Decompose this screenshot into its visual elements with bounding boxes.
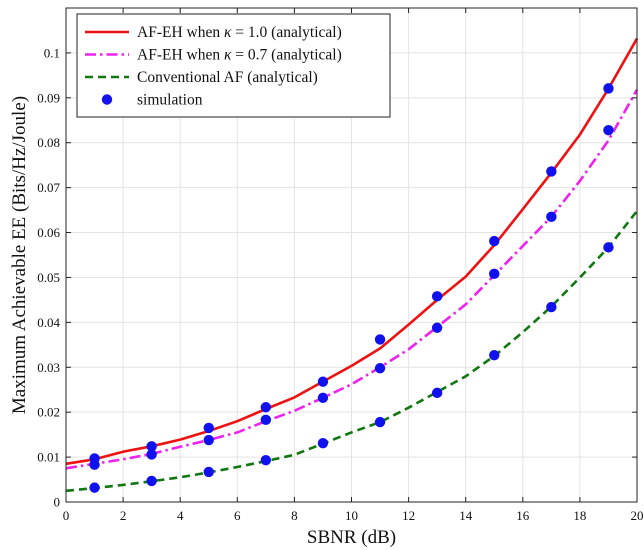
simulation-point [374,416,386,428]
y-tick-label: 0.07 [37,180,60,195]
x-tick-label: 0 [63,508,70,523]
simulation-point [260,414,272,426]
legend-label: simulation [137,92,203,109]
simulation-point [489,268,500,280]
x-tick-label: 2 [120,508,127,523]
x-tick-label: 20 [631,508,644,523]
simulation-point [603,124,614,136]
x-tick-label: 16 [516,508,530,523]
legend: AF-EH when κ = 1.0 (analytical) AF-EH wh… [76,13,391,118]
y-axis-label: Maximum Achievable EE (Bits/Hz/Joule) [9,96,30,414]
y-tick-label: 0.09 [37,90,60,105]
simulation-point [89,459,100,470]
simulation-point [317,376,329,387]
simulation-point [146,449,157,460]
legend-label-text: AF-EH when [137,47,224,64]
simulation-point [603,242,614,253]
x-tick-label: 18 [573,508,586,523]
legend-entry-conventional-af: Conventional AF (analytical) [85,69,318,86]
simulation-point [431,291,443,302]
x-tick-label: 14 [459,508,473,523]
simulation-point [489,349,500,361]
simulation-point [546,166,557,177]
x-tick-label: 6 [234,508,241,523]
x-tick-label: 4 [177,508,184,523]
legend-label-text: simulation [137,92,203,109]
legend-kappa-symbol: κ [224,47,232,64]
legend-label: AF-EH when κ = 1.0 (analytical) [137,24,342,41]
simulation-point [203,466,214,478]
legend-label-text: AF-EH when [137,24,224,41]
simulation-point [146,441,157,452]
y-tick-label: 0.05 [37,270,60,285]
series-line-2 [65,89,639,470]
simulation-point [431,322,443,333]
simulation-markers [89,83,614,493]
legend-label: Conventional AF (analytical) [137,69,318,86]
y-tick-label: 0.08 [37,135,60,150]
x-tick-label: 12 [402,508,415,523]
y-tick-label: 0.02 [37,405,60,420]
simulation-point [203,422,214,434]
simulation-point [374,362,386,374]
y-tick-label: 0.04 [37,315,60,330]
simulation-point [146,475,157,487]
simulation-point [431,387,443,399]
y-tick-label: 0.01 [37,450,60,465]
simulation-point [603,83,614,94]
simulation-point [489,235,500,247]
y-tick-label: 0.1 [44,45,60,60]
y-tick-label: 0.03 [37,360,60,375]
x-axis-label: SBNR (dB) [307,527,396,548]
simulation-point [317,437,329,449]
simulation-point [89,482,100,493]
simulation-point [260,402,272,413]
series-line-1 [65,37,639,466]
simulation-point [546,211,557,223]
legend-entry-kappa-1: AF-EH when κ = 1.0 (analytical) [85,24,342,41]
legend-kappa-symbol: κ [224,24,232,41]
y-tick-label: 0.06 [37,225,60,240]
simulation-point [374,334,386,345]
y-tick-label: 0 [54,495,61,510]
simulation-point [260,455,272,466]
simulation-point [203,434,214,446]
series-line-3 [65,210,639,493]
axis-ticks: 0 2 4 6 8 10 12 14 16 18 20 0 0.01 0.02 0.03 0.04 0.05 0.… [37,8,644,523]
legend-entry-kappa-07: AF-EH when κ = 0.7 (analytical) [85,47,342,64]
simulation-point [546,301,557,313]
x-tick-label: 10 [345,508,358,523]
legend-label-value: = 0.7 (analytical) [231,47,341,64]
legend-label-value: = 1.0 (analytical) [231,24,341,41]
legend-label-text: Conventional AF (analytical) [137,69,318,86]
legend-box [76,13,391,118]
legend-entries: AF-EH when κ = 1.0 (analytical) AF-EH wh… [85,24,342,109]
legend-marker-blue-dot [101,94,113,105]
legend-label: AF-EH when κ = 0.7 (analytical) [137,47,342,64]
series-layer [65,37,639,493]
legend-entry-simulation: simulation [101,92,203,109]
x-tick-label: 8 [291,508,298,523]
simulation-point [317,392,329,404]
